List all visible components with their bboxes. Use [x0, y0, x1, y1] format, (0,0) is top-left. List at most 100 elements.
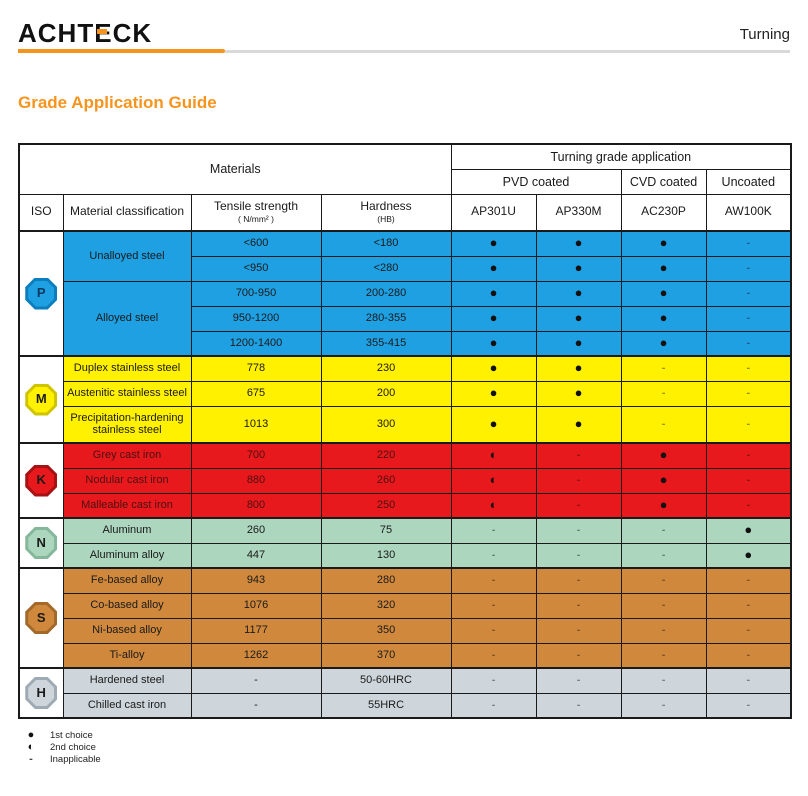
first-choice-dot-icon: ● — [27, 729, 35, 741]
grade-mark-cell: ◐ — [450, 442, 537, 469]
first-choice-dot: ● — [489, 285, 498, 301]
hardness-cell: 50-60HRC — [320, 667, 452, 694]
grade-mark-cell: ● — [535, 405, 622, 444]
grade-mark-cell: - — [620, 517, 707, 544]
tensile-cell: 260 — [190, 517, 322, 544]
inapplicable-dash: - — [576, 648, 581, 661]
tensile-cell: <600 — [190, 230, 322, 257]
grade-mark-cell: - — [705, 667, 792, 694]
hardness-cell: 55HRC — [320, 692, 452, 719]
iso-badge-N-icon: N — [25, 527, 58, 559]
inapplicable-dash: - — [576, 524, 581, 537]
first-choice-dot: ● — [489, 235, 498, 251]
grade-mark-cell: ● — [450, 330, 537, 357]
table-row: Malleable cast iron 800 250 ◐ - ● - — [19, 492, 792, 519]
grade-mark-cell: - — [620, 355, 707, 382]
inapplicable-dash: - — [491, 624, 496, 637]
inapplicable-dash: - — [491, 599, 496, 612]
table-row: Austenitic stainless steel 675 200 ● ● - - — [19, 380, 792, 407]
grade-mark-cell: - — [620, 617, 707, 644]
material-cell: Duplex stainless steel — [62, 355, 192, 382]
grade-mark-cell: - — [620, 692, 707, 719]
grade-mark-cell: - — [705, 230, 792, 257]
tensile-cell: <950 — [190, 255, 322, 282]
tensile-cell: 700 — [190, 442, 322, 469]
grade-mark-cell: - — [705, 405, 792, 444]
brand-logo: ACHTECK — [18, 18, 152, 49]
inapplicable-dash: - — [576, 498, 581, 511]
grade-mark-cell: ● — [535, 280, 622, 307]
first-choice-dot: ● — [659, 310, 668, 326]
table-row: <950 <280 ● ● ● - — [19, 255, 792, 282]
inapplicable-dash: - — [746, 674, 751, 687]
table-row: M Duplex stainless steel 778 230 ● ● - - — [18, 355, 792, 444]
inapplicable-dash: - — [746, 417, 751, 430]
grade-table-body: P Unalloyed steel <600 <180 ● ● ● - <950 <280 ● ● ● -… — [18, 230, 792, 719]
page-title: Grade Application Guide — [18, 93, 217, 112]
second-choice-half-dot: ◐ — [489, 472, 498, 488]
grade-mark-cell: - — [620, 667, 707, 694]
hardness-cell: 220 — [320, 442, 452, 469]
first-choice-dot: ● — [489, 334, 498, 350]
hardness-cell: 75 — [320, 517, 452, 544]
grade-mark-cell: ● — [535, 330, 622, 357]
grade-mark-cell: ● — [620, 230, 707, 257]
iso-badge-letter: M — [28, 386, 55, 413]
hardness-cell: 260 — [320, 467, 452, 494]
tensile-cell: 800 — [190, 492, 322, 519]
iso-cell-M: M — [18, 355, 64, 444]
inapplicable-dash: - — [576, 624, 581, 637]
inapplicable-dash: - — [576, 698, 581, 711]
iso-badge-letter: N — [28, 530, 55, 556]
inapplicable-dash: - — [576, 599, 581, 612]
hardness-column-header: Hardness (HB) — [320, 193, 452, 232]
grade-mark-cell: - — [620, 592, 707, 619]
grade-mark-cell: ● — [620, 305, 707, 332]
hardness-cell: 200 — [320, 380, 452, 407]
inapplicable-dash: - — [746, 599, 751, 612]
first-choice-dot: ● — [659, 334, 668, 350]
tensile-cell: 1076 — [190, 592, 322, 619]
grade-mark-cell: ◐ — [450, 492, 537, 519]
material-cell: Malleable cast iron — [62, 492, 192, 519]
hardness-cell: 280 — [320, 567, 452, 594]
grade-mark-cell: - — [535, 567, 622, 594]
tensile-cell: 950-1200 — [190, 305, 322, 332]
grade-mark-cell: - — [705, 442, 792, 469]
hardness-label: Hardness — [360, 198, 412, 213]
grade-mark-cell: ● — [535, 355, 622, 382]
tensile-cell: 1200-1400 — [190, 330, 322, 357]
table-row: K Grey cast iron 700 220 ◐ - ● - — [18, 442, 792, 519]
hardness-cell: 130 — [320, 542, 452, 569]
table-row: Ni-based alloy 1177 350 - - - - — [19, 617, 792, 644]
tensile-cell: 675 — [190, 380, 322, 407]
legend-label: 2nd choice — [50, 741, 96, 753]
tensile-cell: 943 — [190, 567, 322, 594]
first-choice-dot: ● — [574, 310, 583, 326]
first-choice-dot: ● — [659, 472, 668, 488]
second-choice-half-dot: ◐ — [489, 496, 498, 512]
inapplicable-dash-icon: - — [29, 753, 33, 765]
hardness-cell: 230 — [320, 355, 452, 382]
grade-mark-cell: ● — [535, 305, 622, 332]
table-row: N Aluminum 260 75 - - - ● — [18, 517, 792, 569]
first-choice-dot: ● — [489, 385, 498, 401]
header-divider-accent — [18, 49, 225, 53]
inapplicable-dash: - — [661, 674, 666, 687]
table-row: Nodular cast iron 880 260 ◐ - ● - — [19, 467, 792, 494]
iso-badge-letter: S — [28, 605, 55, 631]
material-cell: Ni-based alloy — [62, 617, 192, 644]
grade-mark-cell: - — [705, 330, 792, 357]
inapplicable-dash: - — [576, 674, 581, 687]
table-row: Precipitation-hardening stainless steel 1… — [19, 405, 792, 444]
hardness-cell: 280-355 — [320, 305, 452, 332]
grade-mark-cell: - — [450, 542, 537, 569]
grade-mark-cell: ● — [450, 405, 537, 444]
first-choice-dot: ● — [659, 285, 668, 301]
inapplicable-dash: - — [491, 548, 496, 561]
iso-badge-P-icon: P — [25, 277, 58, 310]
grade-mark-cell: - — [450, 692, 537, 719]
hardness-cell: <180 — [320, 230, 452, 257]
grade-mark-cell: - — [535, 517, 622, 544]
inapplicable-dash: - — [661, 698, 666, 711]
